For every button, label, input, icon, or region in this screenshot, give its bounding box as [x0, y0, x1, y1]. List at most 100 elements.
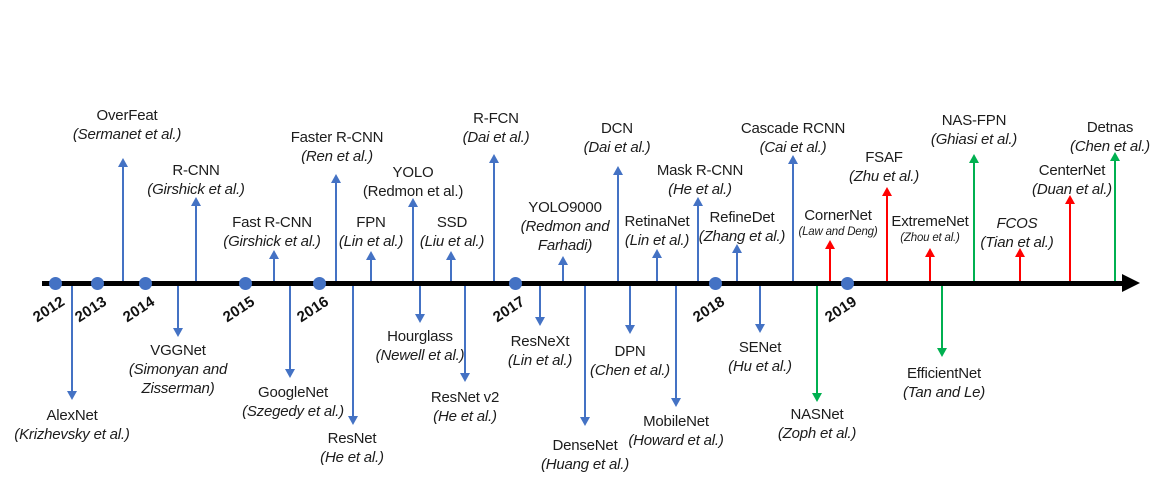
arrow-cornernet — [829, 248, 831, 281]
arrow-nasnet — [816, 286, 818, 394]
event-citation: (Lin et al.) — [507, 352, 573, 369]
year-label-2012: 2012 — [30, 293, 68, 326]
arrowhead-hourglass-icon — [415, 314, 425, 323]
event-name: Detnas — [1086, 119, 1134, 136]
arrowhead-faster-r-cnn-icon — [331, 174, 341, 183]
arrowhead-overfeat-icon — [118, 158, 128, 167]
event-label-overfeat: OverFeat (Sermanet et al.) — [72, 106, 182, 144]
arrow-fast-r-cnn — [273, 258, 275, 281]
arrowhead-efficientnet-icon — [937, 348, 947, 357]
event-name: MobileNet — [643, 413, 709, 430]
arrow-yolo — [412, 206, 414, 281]
event-citation: (Huang et al.) — [540, 456, 630, 473]
event-name: NAS-FPN — [941, 112, 1007, 129]
event-label-densenet: DenseNet (Huang et al.) — [541, 436, 629, 474]
event-label-r-cnn: R-CNN (Girshick et al.) — [147, 161, 245, 199]
year-label-2013: 2013 — [72, 293, 110, 326]
arrowhead-detnas-icon — [1110, 152, 1120, 161]
arrow-centernet — [1069, 203, 1071, 281]
event-citation: (Redmon et al.) — [362, 183, 464, 200]
arrowhead-fast-r-cnn-icon — [269, 250, 279, 259]
arrow-overfeat — [122, 166, 124, 281]
arrowhead-nas-fpn-icon — [969, 154, 979, 163]
event-label-senet: SENet (Hu et al.) — [728, 338, 792, 376]
event-citation: (Szegedy et al.) — [242, 403, 344, 420]
event-label-retinanet: RetinaNet (Lin et al.) — [625, 212, 690, 250]
event-citation: (Cai et al.) — [759, 139, 827, 156]
event-label-alexnet: AlexNet (Krizhevsky et al.) — [14, 406, 130, 444]
event-name: ResNeXt — [510, 333, 570, 350]
event-name: VGGNet — [150, 342, 206, 359]
arrowhead-vggnet-icon — [173, 328, 183, 337]
arrowhead-yolo9000-icon — [558, 256, 568, 265]
event-label-fpn: FPN (Lin et al.) — [339, 213, 403, 251]
event-citation: (Ghiasi et al.) — [930, 131, 1018, 148]
event-citation: (He et al.) — [433, 408, 497, 425]
arrow-alexnet — [71, 286, 73, 392]
event-label-dcn: DCN (Dai et al.) — [584, 119, 651, 157]
event-name: R-FCN — [473, 110, 519, 127]
event-label-extremenet: ExtremeNet (Zhou et al.) — [891, 212, 968, 245]
event-name: ResNet v2 — [430, 389, 500, 406]
event-label-resnet: ResNet (He et al.) — [320, 429, 384, 467]
arrow-vggnet — [177, 286, 179, 329]
year-label-2016: 2016 — [294, 293, 332, 326]
arrow-detnas — [1114, 160, 1116, 281]
year-dot-2017 — [508, 276, 522, 290]
event-citation: (Tian et al.) — [980, 234, 1054, 251]
event-name: CenterNet — [1038, 162, 1106, 179]
arrow-nas-fpn — [973, 162, 975, 281]
event-label-fcos: FCOS (Tian et al.) — [980, 214, 1053, 252]
event-name: R-CNN — [172, 162, 220, 179]
arrowhead-ssd-icon — [446, 251, 456, 260]
arrow-cascade-rcnn — [792, 163, 794, 281]
arrow-faster-r-cnn — [335, 182, 337, 281]
year-dot-2019 — [840, 276, 854, 290]
event-citation: (Dai et al.) — [583, 139, 651, 156]
event-name: ExtremeNet — [891, 213, 969, 230]
arrow-yolo9000 — [562, 264, 564, 281]
event-citation: (Sermanet et al.) — [72, 126, 182, 143]
arrow-googlenet — [289, 286, 291, 370]
event-citation: (Zhou et al.) — [900, 232, 960, 244]
arrow-mask-r-cnn — [697, 205, 699, 281]
arrow-fpn — [370, 259, 372, 281]
arrowhead-cascade-rcnn-icon — [788, 155, 798, 164]
year-label-2018: 2018 — [690, 293, 728, 326]
event-name: DCN — [601, 120, 633, 137]
event-citation: (Chen et al.) — [590, 362, 670, 379]
year-dot-2013 — [90, 276, 104, 290]
event-citation: (Ren et al.) — [301, 148, 373, 165]
arrow-resnet-v2 — [464, 286, 466, 374]
event-citation: (Duan et al.) — [1032, 181, 1112, 198]
event-name: RetinaNet — [624, 213, 690, 230]
event-citation: (Lin et al.) — [338, 233, 404, 250]
arrowhead-resnext-icon — [535, 317, 545, 326]
arrowhead-r-fcn-icon — [489, 154, 499, 163]
arrowhead-extremenet-icon — [925, 248, 935, 257]
event-label-yolo: YOLO (Redmon et al.) — [362, 163, 464, 201]
arrowhead-resnet-icon — [348, 416, 358, 425]
event-citation: (Zhang et al.) — [698, 228, 786, 245]
arrow-refinedet — [736, 252, 738, 281]
arrow-fsaf — [886, 195, 888, 281]
arrowhead-dpn-icon — [625, 325, 635, 334]
event-label-ssd: SSD (Liu et al.) — [420, 213, 484, 251]
event-label-hourglass: Hourglass (Newell et al.) — [376, 327, 465, 365]
event-citation: (He et al.) — [668, 181, 732, 198]
event-label-centernet: CenterNet (Duan et al.) — [1032, 161, 1112, 199]
event-name: FCOS — [996, 215, 1038, 232]
year-dot-2016 — [312, 276, 326, 290]
event-name: DPN — [614, 343, 646, 360]
event-label-yolo9000: YOLO9000 (Redmon and Farhadi) — [521, 198, 610, 255]
event-citation: (Zoph et al.) — [777, 425, 857, 442]
event-label-cascade-rcnn: Cascade RCNN (Cai et al.) — [741, 119, 846, 157]
event-name: RefineDet — [709, 209, 775, 226]
event-name: OverFeat — [96, 107, 158, 124]
event-label-refinedet: RefineDet (Zhang et al.) — [698, 208, 786, 246]
arrow-extremenet — [929, 256, 931, 281]
event-citation: (Law and Deng) — [798, 226, 878, 238]
arrow-dcn — [617, 174, 619, 281]
event-name: FPN — [356, 214, 386, 231]
